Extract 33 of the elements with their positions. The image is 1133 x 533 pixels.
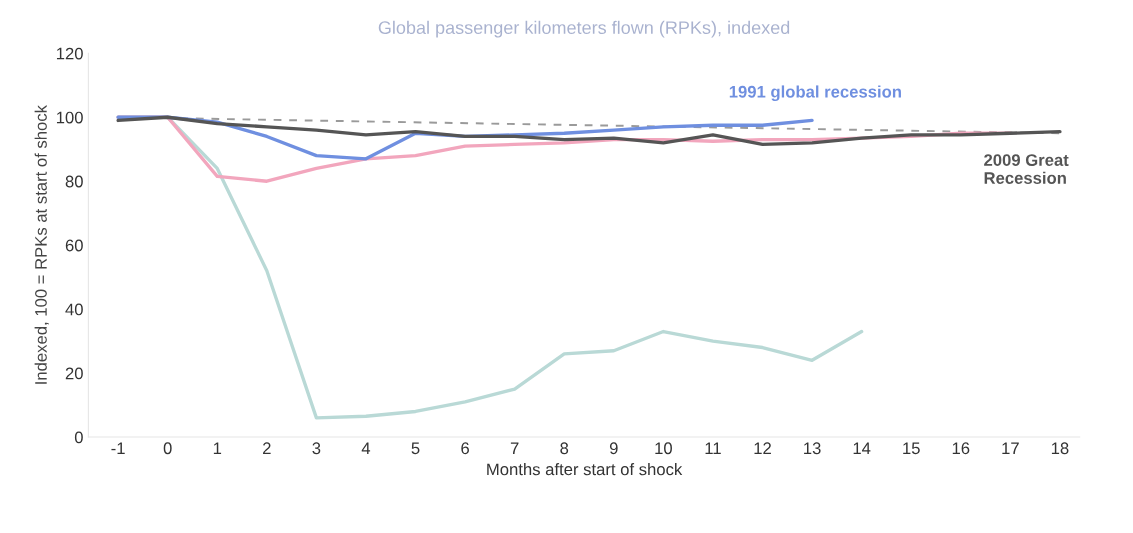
y-tick-label: 80 [65, 175, 83, 188]
x-tick-label: 6 [461, 442, 469, 455]
line-series [116, 115, 1062, 147]
x-tick-label: 16 [952, 442, 970, 455]
x-tick-label: 17 [1002, 442, 1019, 454]
x-tick-label: 10 [655, 442, 672, 455]
y-tick-label: 0 [74, 431, 83, 444]
y-tick-label: 40 [65, 303, 83, 316]
x-tick-label: 7 [510, 442, 519, 454]
y-tick-label: 60 [65, 239, 83, 252]
x-tick-label: 13 [804, 442, 821, 455]
y-tick-label: 20 [65, 367, 83, 380]
series-label: 1991 global recession [729, 85, 901, 102]
x-tick-label: 4 [361, 442, 371, 454]
y-tick-label: 120 [56, 47, 83, 60]
x-tick-label: 8 [560, 442, 569, 455]
chart-title: Global passenger kilometers flown (RPKs), indexed [378, 20, 790, 38]
x-tick-label: 2 [263, 442, 271, 454]
x-tick-label: 12 [754, 442, 771, 454]
x-tick-label: 14 [853, 442, 871, 454]
x-tick-label: 18 [1051, 442, 1069, 455]
x-tick-label: 9 [609, 442, 618, 455]
x-axis-title: Months after start of shock [487, 463, 683, 476]
y-axis-title: Indexed, 100 = RPKs at start of shock [34, 105, 49, 384]
x-tick-label: 3 [312, 442, 321, 455]
x-tick-label: -1 [111, 442, 125, 454]
x-tick-label: 5 [411, 442, 420, 455]
series-label: 2009 Great Recession [984, 154, 1069, 184]
x-tick-label: 11 [705, 442, 721, 454]
x-tick-label: 1 [213, 442, 222, 454]
x-tick-label: 15 [903, 442, 920, 455]
x-tick-label: 0 [163, 442, 172, 455]
y-tick-label: 100 [56, 111, 83, 124]
